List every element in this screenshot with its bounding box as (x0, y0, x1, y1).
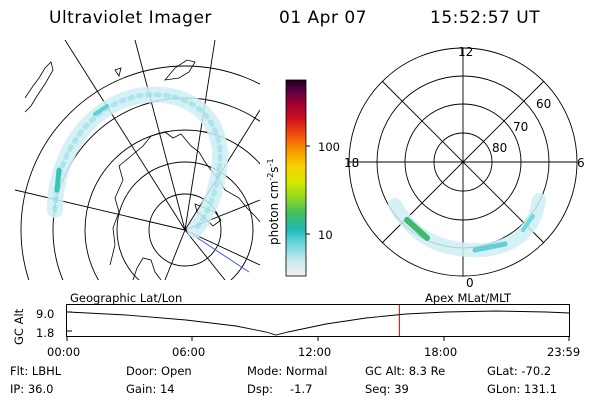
xtick-label-2359: 23:59 (547, 345, 581, 359)
mlt-label-18: 18 (344, 156, 360, 170)
meridian (64, 40, 186, 231)
xtick-label-1800: 18:00 (424, 345, 458, 359)
mlat-label-60: 60 (536, 97, 552, 111)
coastline (114, 67, 122, 77)
mlat-label-70: 70 (513, 120, 529, 134)
mlt-label-12: 12 (458, 45, 474, 59)
altitude-curve (67, 310, 570, 336)
meridian (15, 189, 186, 231)
altitude-ylabel: GC Alt (12, 308, 26, 345)
meridian (134, 40, 186, 231)
satellite-track (192, 234, 250, 273)
colorbar-tick-label-10: 10 (318, 228, 333, 242)
geographic-map-label: Geographic Lat/Lon (70, 291, 183, 305)
lat-circle (84, 129, 260, 280)
info-flt: Flt: LBHL (10, 364, 62, 378)
info-glon: GLon: 131.1 (487, 382, 557, 396)
x-ticks (66, 336, 570, 341)
altitude-plot (66, 304, 570, 341)
xtick-label-0000: 00:00 (47, 345, 81, 359)
header-date: 01 Apr 07 (279, 8, 367, 28)
header-time: 15:52:57 UT (430, 8, 541, 28)
colorbar-tick-label-100: 100 (318, 140, 340, 154)
app-title: Ultraviolet Imager (49, 8, 212, 28)
info-ip: IP: 36.0 (10, 382, 54, 396)
info-dsp-label: Dsp: (247, 382, 274, 396)
xtick-label-0600: 06:00 (172, 345, 206, 359)
geographic-map (15, 40, 260, 280)
lat-circle (20, 65, 260, 280)
mlat-label-80: 80 (492, 141, 508, 155)
magnetic-polar-map (348, 47, 578, 277)
magnetic-map-label: Apex MLat/MLT (425, 291, 512, 305)
info-mode: Mode: Normal (247, 364, 328, 378)
colorbar-scale (285, 79, 307, 277)
altitude-ymin: 1.8 (36, 326, 55, 340)
aurora-oval-left (47, 86, 229, 238)
colorbar-unit-label: photon cm-2s-1 (266, 158, 281, 245)
coastline (109, 131, 260, 266)
info-glat: GLat: -70.2 (487, 364, 552, 378)
altitude-plot-frame (66, 304, 570, 337)
lat-circle (148, 193, 222, 267)
meridian (184, 40, 216, 231)
info-gain: Gain: 14 (126, 382, 175, 396)
meridian (184, 229, 226, 280)
altitude-ymax: 9.0 (36, 307, 55, 321)
info-dsp-value: -1.7 (290, 382, 313, 396)
info-gcalt: GC Alt: 8.3 Re (365, 364, 446, 378)
mlt-label-0: 0 (466, 276, 474, 290)
colorbar (285, 79, 310, 277)
info-door: Door: Open (126, 364, 192, 378)
lat-circle (116, 161, 254, 280)
xtick-label-1200: 12:00 (298, 345, 332, 359)
coastline (24, 61, 54, 113)
mlt-label-6: 6 (577, 156, 585, 170)
meridian (164, 229, 186, 280)
info-seq: Seq: 39 (365, 382, 409, 396)
coastline (164, 59, 196, 81)
aurora-oval-right (388, 193, 546, 258)
coastline (132, 257, 162, 280)
